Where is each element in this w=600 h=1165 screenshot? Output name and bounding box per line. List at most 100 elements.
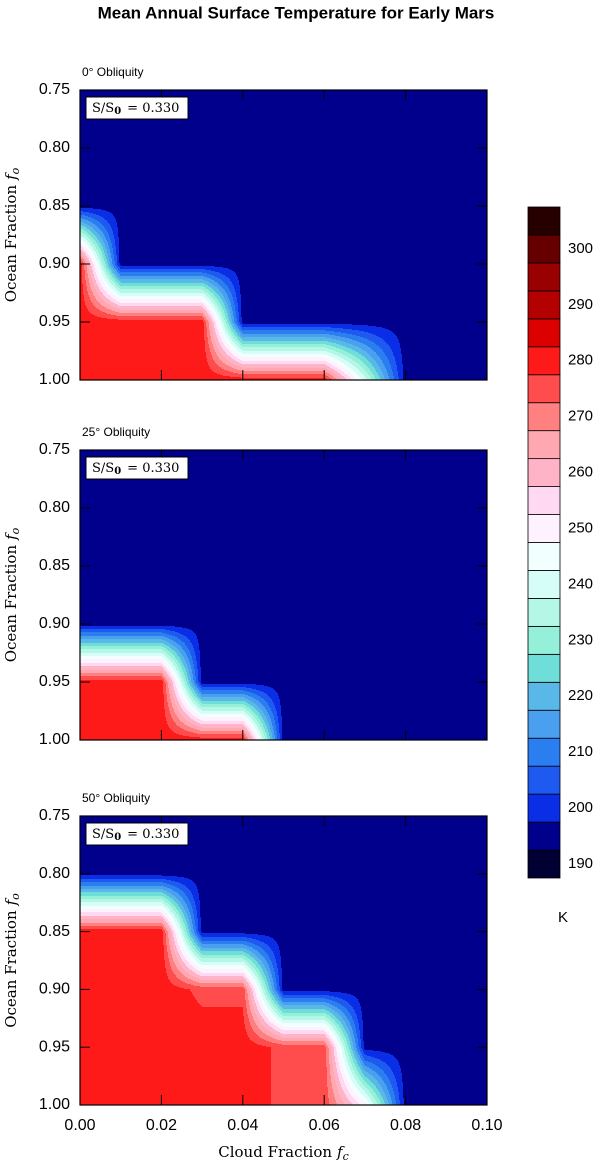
contour-fill: [206, 303, 210, 304]
contour-fill: [81, 235, 86, 236]
contour-fill: [184, 680, 186, 681]
contour-fill: [80, 300, 84, 301]
contour-fill: [100, 268, 102, 269]
contour-fill: [184, 692, 187, 693]
contour-fill: [171, 688, 174, 689]
contour-fill: [172, 706, 177, 707]
contour-fill: [243, 710, 247, 711]
contour-fill: [186, 670, 189, 671]
contour-fill: [231, 306, 235, 307]
contour-fill: [104, 306, 113, 307]
contour-fill: [204, 283, 211, 284]
contour-fill: [238, 310, 241, 311]
contour-fill: [197, 638, 202, 639]
contour-fill: [172, 690, 174, 691]
contour-fill: [329, 366, 335, 367]
contour-fill: [161, 300, 202, 301]
contour-fill: [165, 662, 168, 663]
contour-fill: [161, 311, 202, 312]
contour-fill: [324, 364, 325, 365]
contour-cell: [365, 148, 406, 206]
contour-fill: [85, 273, 88, 274]
contour-fill: [116, 265, 118, 266]
contour-fill: [178, 661, 182, 662]
contour-fill: [161, 699, 164, 700]
contour-fill: [102, 260, 104, 261]
contour-fill: [284, 355, 324, 356]
contour-fill: [100, 248, 103, 249]
contour-fill: [80, 268, 82, 269]
contour-fill: [93, 262, 95, 263]
contour-fill: [161, 724, 168, 725]
contour-fill: [391, 368, 397, 369]
contour-fill: [195, 708, 199, 709]
contour-fill: [191, 681, 194, 682]
contour-fill: [180, 683, 183, 684]
contour-fill: [180, 682, 182, 683]
contour-fill: [95, 251, 98, 252]
contour-fill: [235, 339, 238, 340]
contour-cell: [284, 624, 324, 682]
contour-fill: [121, 626, 161, 627]
contour-fill: [397, 366, 403, 367]
contour-fill: [101, 284, 105, 285]
contour-fill: [274, 689, 284, 690]
contour-fill: [118, 308, 121, 309]
contour-fill: [351, 378, 356, 379]
contour-fill: [372, 373, 378, 374]
contour-fill: [241, 304, 243, 305]
contour-fill: [202, 352, 206, 353]
contour-fill: [202, 721, 243, 722]
contour-fill: [161, 652, 166, 653]
contour-fill: [202, 727, 243, 728]
contour-fill: [121, 302, 161, 303]
contour-fill: [196, 676, 198, 677]
contour-fill: [210, 316, 213, 317]
contour-fill: [117, 259, 119, 260]
contour-fill: [199, 649, 202, 650]
contour-fill: [187, 720, 194, 721]
contour-fill: [203, 286, 209, 287]
contour-fill: [192, 683, 195, 684]
contour-fill: [173, 664, 177, 665]
contour-fill: [84, 241, 88, 242]
contour-fill: [200, 657, 202, 658]
contour-fill: [168, 674, 171, 675]
contour-fill: [165, 682, 168, 683]
contour-fill: [211, 317, 213, 318]
contour-fill: [106, 229, 112, 230]
contour-fill: [203, 317, 206, 318]
contour-fill: [371, 371, 376, 372]
contour-fill: [211, 353, 216, 354]
contour-fill: [332, 353, 341, 354]
contour-fill: [121, 272, 161, 273]
contour-fill: [90, 285, 94, 286]
contour-fill: [110, 249, 113, 250]
contour-fill: [118, 272, 121, 273]
contour-fill: [189, 669, 192, 670]
contour-fill: [284, 341, 324, 342]
contour-fill: [402, 363, 406, 364]
contour-fill: [161, 733, 176, 734]
contour-fill: [279, 732, 282, 733]
contour-fill: [210, 308, 214, 309]
contour-fill: [334, 354, 343, 355]
contour-fill: [181, 693, 184, 694]
contour-fill: [102, 262, 105, 263]
contour-fill: [397, 337, 406, 338]
contour-fill: [223, 295, 228, 296]
contour-fill: [216, 334, 219, 335]
contour-fill: [193, 678, 196, 679]
contour-fill: [243, 694, 245, 695]
contour-fill: [175, 682, 177, 683]
contour-fill: [188, 684, 190, 685]
contour-fill: [197, 666, 200, 667]
contour-fill: [80, 258, 83, 259]
contour-fill: [239, 320, 242, 321]
contour-fill: [220, 297, 224, 298]
contour-fill: [337, 359, 344, 360]
contour-fill: [328, 341, 343, 342]
contour-fill: [392, 351, 401, 352]
contour-fill: [381, 359, 388, 360]
contour-fill: [210, 330, 212, 331]
